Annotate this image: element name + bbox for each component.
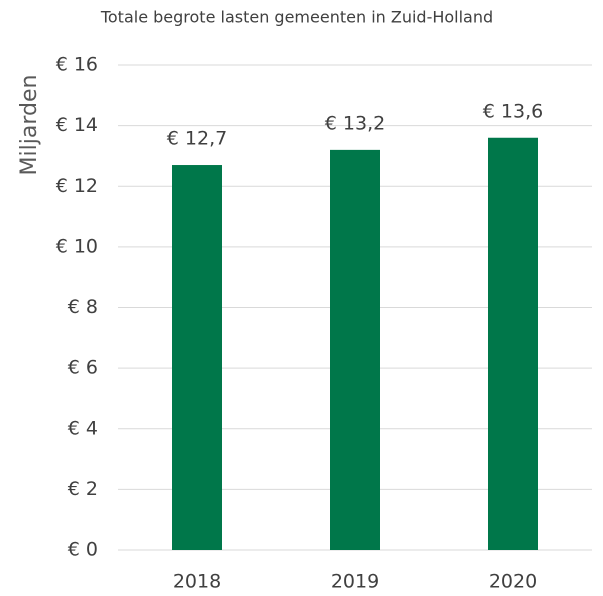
y-tick-label: € 4 <box>68 417 98 439</box>
y-tick-label: € 6 <box>68 357 98 379</box>
bar <box>488 137 538 550</box>
data-label: € 13,2 <box>325 112 385 134</box>
bar <box>330 149 380 550</box>
chart-title: Totale begrote lasten gemeenten in Zuid-… <box>100 8 493 27</box>
y-tick-label: € 8 <box>68 296 98 318</box>
y-tick-label: € 10 <box>56 235 98 257</box>
x-tick-label: 2020 <box>489 571 537 593</box>
bar <box>172 165 222 550</box>
data-label: € 13,6 <box>483 100 543 122</box>
y-tick-label: € 12 <box>56 175 98 197</box>
data-label: € 12,7 <box>167 128 227 150</box>
y-axis-label: Miljarden <box>17 75 42 176</box>
y-tick-label: € 2 <box>68 478 98 500</box>
y-tick-label: € 0 <box>68 539 98 561</box>
y-tick-label: € 14 <box>56 114 98 136</box>
x-tick-label: 2019 <box>331 571 379 593</box>
x-tick-label: 2018 <box>173 571 221 593</box>
y-tick-label: € 16 <box>56 54 98 76</box>
